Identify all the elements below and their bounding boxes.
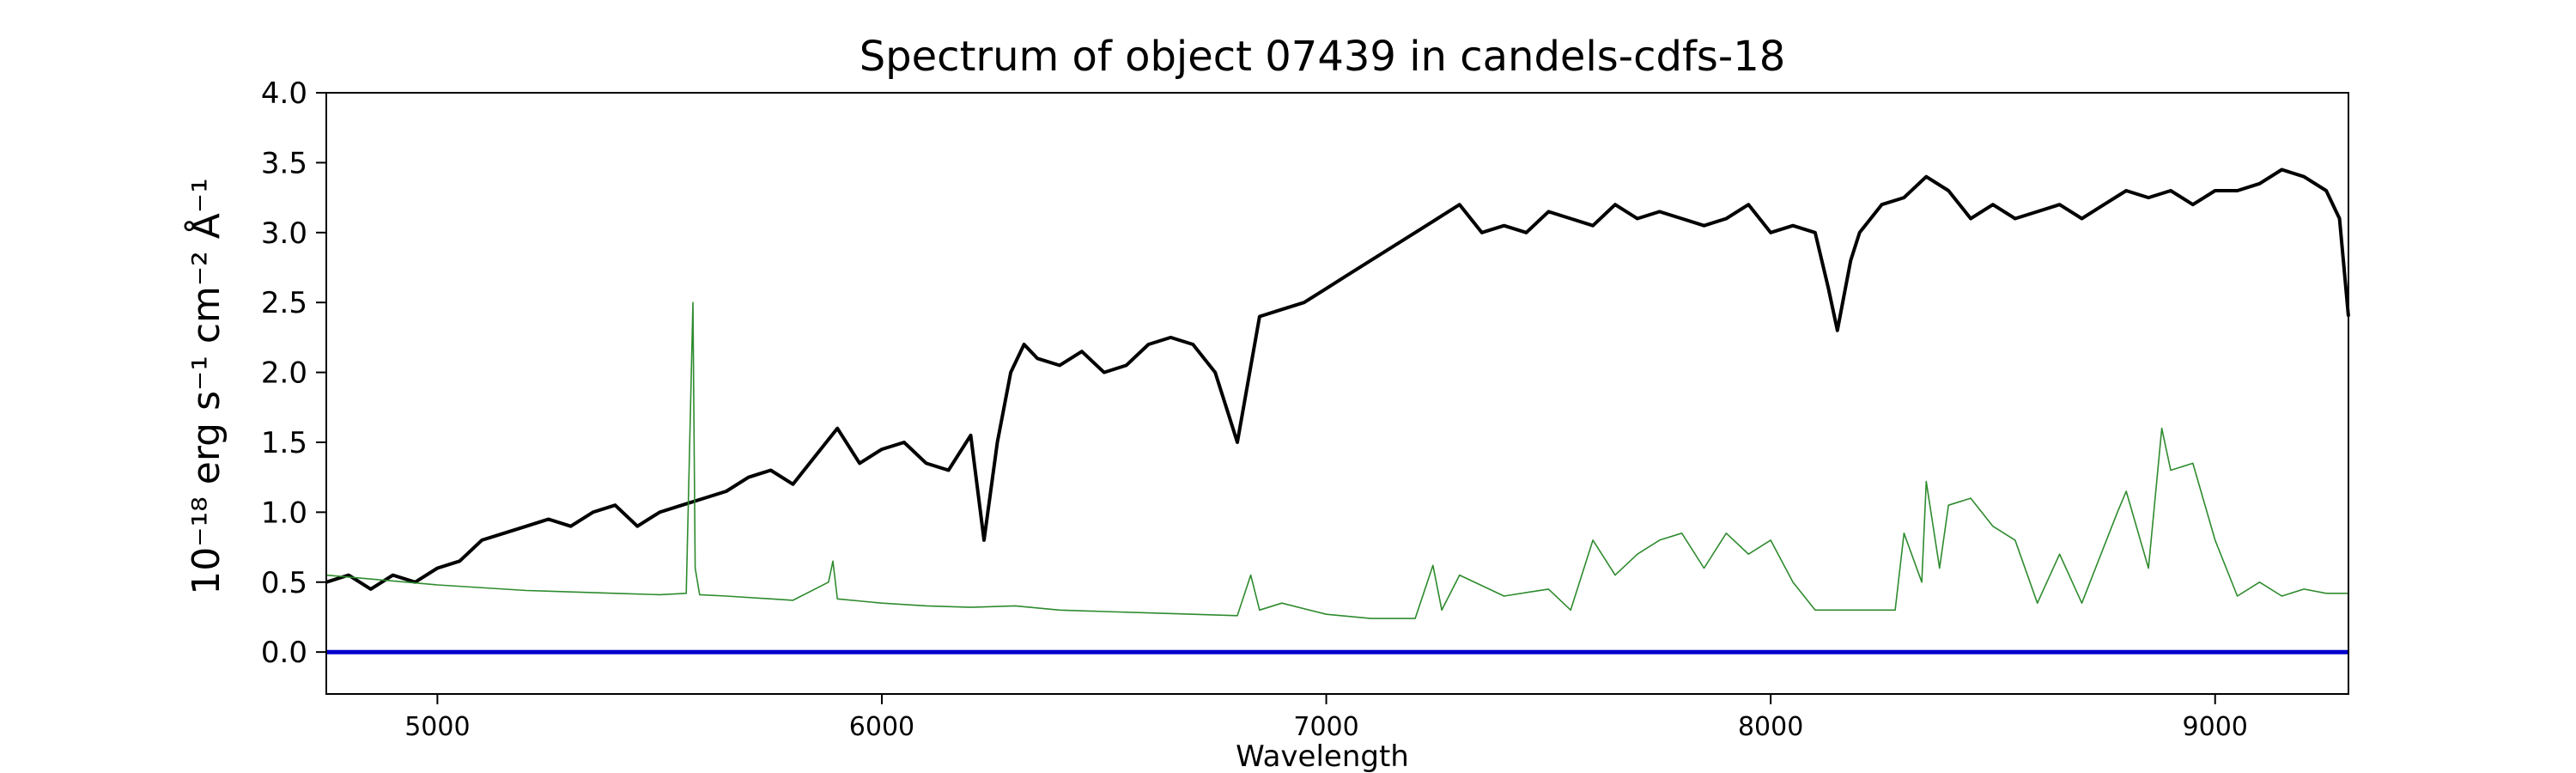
plot-frame — [325, 92, 2349, 695]
x-tick-label: 7000 — [1293, 712, 1358, 742]
x-tick-label: 6000 — [849, 712, 914, 742]
x-axis: 5000 6000 7000 8000 9000 — [404, 694, 2248, 742]
sky-series-line — [325, 301, 2348, 619]
chart-title: Spectrum of object 07439 in candels-cdfs… — [860, 33, 1786, 81]
x-axis-label: Wavelength — [1236, 740, 1409, 773]
y-tick-label: 1.0 — [261, 496, 307, 530]
x-tick-label: 5000 — [404, 712, 470, 742]
y-tick-label: 0.5 — [261, 566, 307, 600]
y-tick-label: 4.0 — [261, 76, 307, 111]
y-tick-label: 0.0 — [261, 636, 307, 670]
y-tick-label: 3.5 — [261, 146, 307, 180]
y-axis: 0.0 0.5 1.0 1.5 2.0 2.5 3.0 3.5 4.0 — [261, 76, 326, 670]
y-tick-label: 2.0 — [261, 356, 307, 391]
x-tick-label: 9000 — [2183, 712, 2248, 742]
flux-series-line — [325, 167, 2350, 591]
y-tick-label: 2.5 — [261, 286, 307, 320]
y-tick-label: 3.0 — [261, 216, 307, 251]
y-axis-label: 10⁻¹⁸ erg s⁻¹ cm⁻² Å⁻¹ — [183, 178, 228, 594]
y-tick-label: 1.5 — [261, 426, 307, 460]
plot-lines — [325, 167, 2350, 654]
x-tick-label: 8000 — [1738, 712, 1803, 742]
